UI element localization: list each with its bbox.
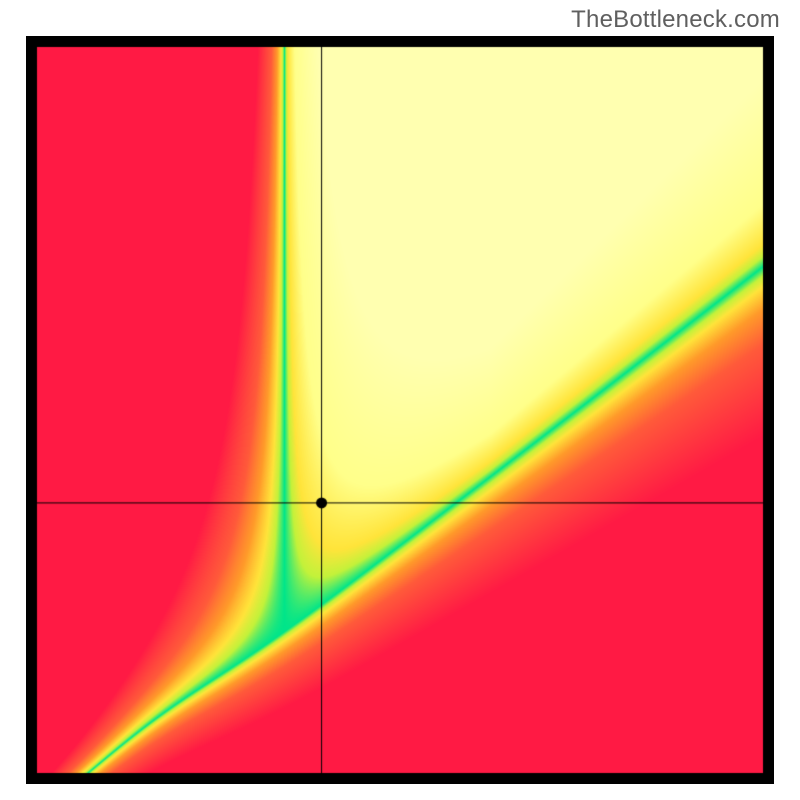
chart-area [26,36,774,784]
watermark: TheBottleneck.com [571,6,780,34]
heatmap-canvas [26,36,774,784]
